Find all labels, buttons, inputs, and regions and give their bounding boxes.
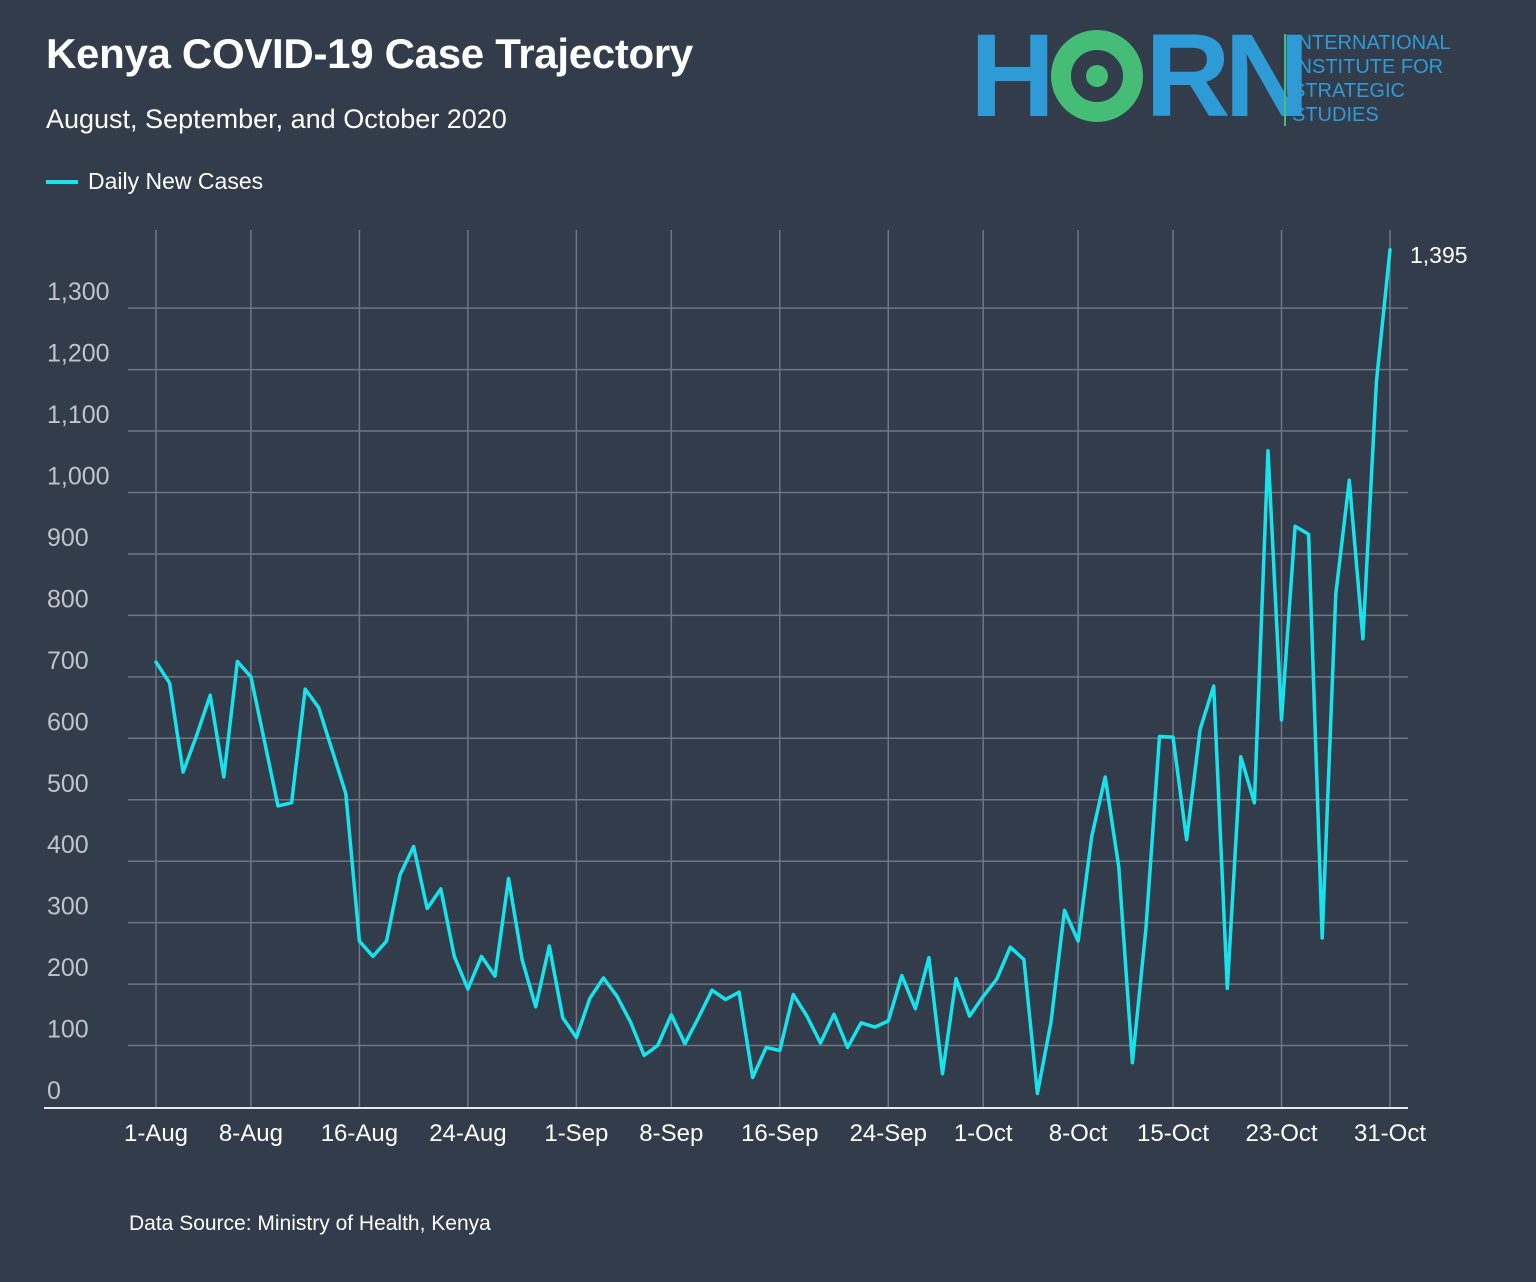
x-tick-label: 16-Aug bbox=[321, 1120, 398, 1147]
legend: Daily New Cases bbox=[46, 168, 263, 195]
y-tick-label: 600 bbox=[47, 708, 89, 736]
x-tick-label: 24-Aug bbox=[429, 1120, 506, 1147]
x-tick-label: 8-Sep bbox=[639, 1120, 703, 1147]
x-tick-label: 16-Sep bbox=[741, 1120, 818, 1147]
x-tick-label: 23-Oct bbox=[1246, 1120, 1318, 1147]
series-line-daily-new-cases bbox=[154, 248, 1392, 1096]
x-tick-label: 15-Oct bbox=[1137, 1120, 1209, 1147]
y-tick-label: 400 bbox=[47, 831, 89, 859]
y-tick-label: 100 bbox=[47, 1016, 89, 1044]
y-tick-label: 0 bbox=[47, 1077, 61, 1105]
y-tick-label: 700 bbox=[47, 647, 89, 675]
y-tick-label: 1,200 bbox=[47, 340, 110, 368]
x-tick-label: 8-Oct bbox=[1049, 1120, 1108, 1147]
legend-swatch bbox=[46, 179, 78, 184]
logo-text-line: INTERNATIONAL bbox=[1292, 32, 1451, 54]
y-tick-label: 1,300 bbox=[47, 278, 110, 306]
chart-subtitle: August, September, and October 2020 bbox=[46, 104, 507, 134]
y-tick-label: 300 bbox=[47, 893, 89, 921]
logo-letters-rn: RN bbox=[1145, 10, 1309, 142]
y-tick-label: 900 bbox=[47, 524, 89, 552]
x-tick-label: 24-Sep bbox=[850, 1120, 927, 1147]
logo-text-line: INSTITUTE FOR bbox=[1292, 56, 1444, 78]
y-tick-label: 1,000 bbox=[47, 463, 110, 491]
x-tick-label: 1-Sep bbox=[544, 1120, 608, 1147]
x-tick-label: 8-Aug bbox=[219, 1120, 283, 1147]
logo-letter-h: H bbox=[970, 10, 1055, 142]
x-tick-label: 1-Oct bbox=[954, 1120, 1013, 1147]
logo-text: INTERNATIONAL INSTITUTE FOR STRATEGIC ST… bbox=[1292, 31, 1451, 127]
x-tick-label: 1-Aug bbox=[124, 1120, 188, 1147]
y-tick-label: 1,100 bbox=[47, 401, 110, 429]
legend-label: Daily New Cases bbox=[88, 168, 264, 194]
data-source-note: Data Source: Ministry of Health, Kenya bbox=[129, 1212, 491, 1235]
horn-logo: H RN INTERNATIONAL INSTITUTE FOR STRATEGI… bbox=[970, 16, 1470, 136]
x-tick-label: 31-Oct bbox=[1354, 1120, 1426, 1147]
data-label-peak: 1,395 bbox=[1410, 242, 1468, 268]
logo-wordmark: H RN bbox=[970, 16, 1310, 136]
y-tick-label: 200 bbox=[47, 954, 89, 982]
logo-divider bbox=[1284, 34, 1286, 126]
y-tick-label: 800 bbox=[47, 585, 89, 613]
logo-text-line: STUDIES bbox=[1292, 104, 1379, 126]
y-tick-label: 500 bbox=[47, 770, 89, 798]
logo-text-line: STRATEGIC bbox=[1292, 80, 1405, 102]
chart-title: Kenya COVID-19 Case Trajectory bbox=[46, 30, 693, 77]
